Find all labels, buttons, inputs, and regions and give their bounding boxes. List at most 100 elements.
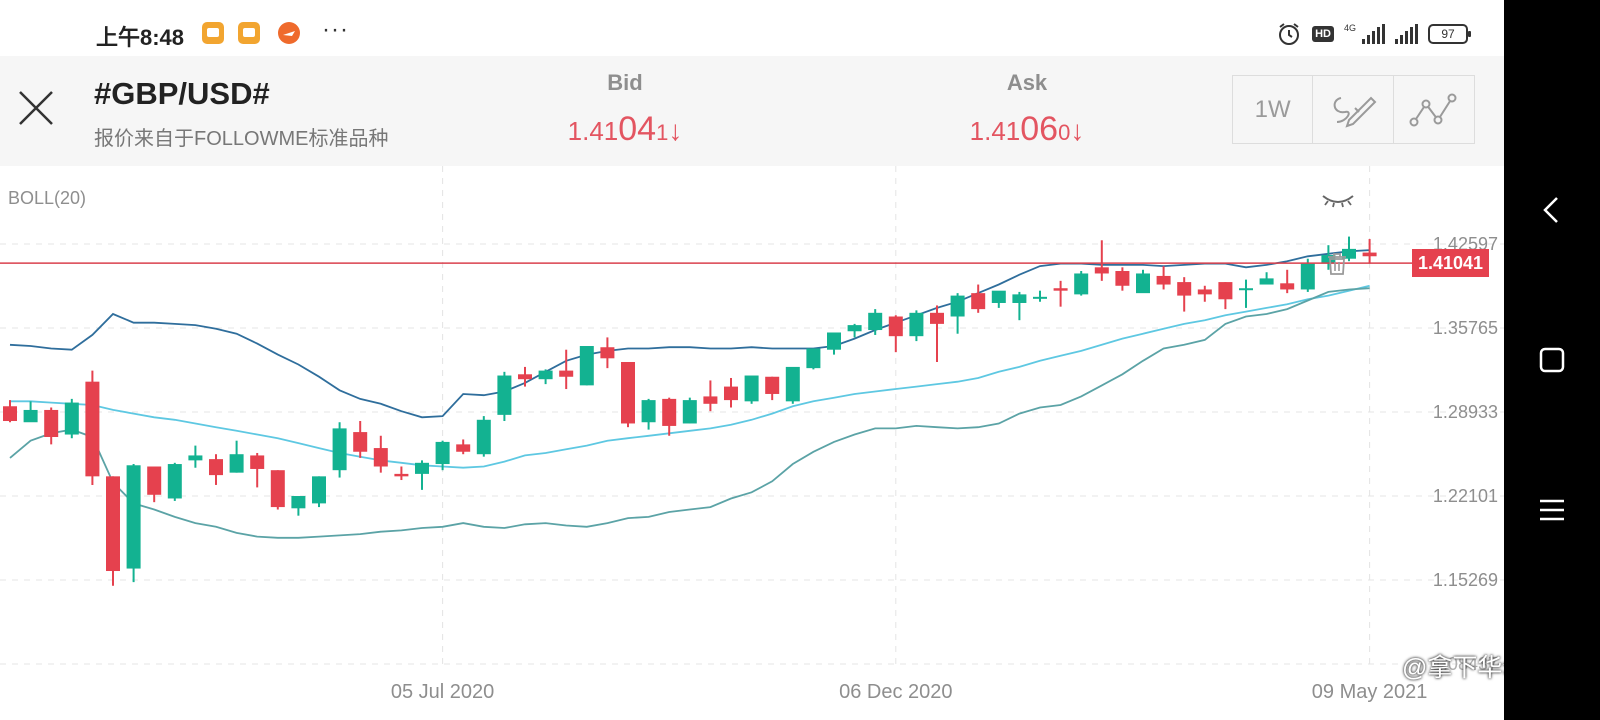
candle bbox=[991, 290, 1006, 308]
candle-body bbox=[1156, 275, 1171, 285]
candle bbox=[1156, 266, 1171, 290]
bid-fraction: 1 bbox=[656, 120, 669, 145]
candle bbox=[559, 349, 574, 390]
drawing-tool-button[interactable] bbox=[1313, 76, 1394, 143]
x-tick-label: 05 Jul 2020 bbox=[391, 681, 494, 703]
bid-prefix: 1.41 bbox=[567, 116, 619, 146]
candle bbox=[1033, 290, 1047, 302]
upper-band-line bbox=[9, 249, 1370, 419]
candle-body bbox=[1362, 252, 1377, 257]
candle-body bbox=[270, 470, 285, 508]
lower-band-line bbox=[9, 287, 1370, 539]
candle-body bbox=[909, 312, 924, 337]
candle bbox=[724, 377, 738, 408]
candle-body bbox=[724, 386, 738, 401]
candle bbox=[291, 496, 306, 516]
candle bbox=[1362, 239, 1377, 264]
home-icon[interactable] bbox=[1532, 340, 1572, 380]
candle-body bbox=[806, 348, 821, 369]
candle bbox=[126, 464, 141, 583]
system-icons: HD 4G 97 bbox=[1276, 20, 1471, 48]
menu-icon[interactable] bbox=[1532, 490, 1572, 530]
y-tick-label: 1.35765 bbox=[1433, 318, 1498, 338]
battery-icon: 97 bbox=[1428, 24, 1471, 44]
bid-pips: 04 bbox=[618, 110, 657, 148]
grid-lines bbox=[0, 166, 1504, 670]
candle-body bbox=[353, 432, 368, 452]
candle bbox=[106, 476, 120, 586]
candle bbox=[662, 397, 677, 436]
candle bbox=[64, 398, 79, 439]
candle-body bbox=[23, 409, 38, 423]
trash-icon[interactable] bbox=[1325, 252, 1349, 276]
candle-body bbox=[3, 406, 17, 422]
candle bbox=[23, 401, 38, 423]
candle-body bbox=[44, 409, 59, 437]
alarm-icon bbox=[1279, 23, 1300, 45]
price-chart[interactable]: 1.42597 1.35765 1.28933 1.22101 1.15269 1.084… bbox=[0, 166, 1552, 720]
candle-body bbox=[868, 312, 883, 331]
candle bbox=[785, 366, 800, 404]
candle bbox=[971, 284, 986, 313]
candle-body bbox=[538, 370, 553, 380]
ask-pips: 06 bbox=[1020, 110, 1059, 148]
candle-body bbox=[1094, 267, 1109, 274]
candle bbox=[744, 375, 759, 404]
quote-source: 报价来自于FOLLOWME标准品种 bbox=[94, 128, 389, 150]
candle-body bbox=[229, 454, 244, 473]
timeframe-button[interactable]: 1W bbox=[1233, 76, 1314, 143]
candle bbox=[1342, 236, 1356, 262]
y-tick-label: 1.15269 bbox=[1433, 570, 1498, 590]
candle-body bbox=[991, 290, 1006, 303]
indicator-button[interactable] bbox=[1394, 76, 1474, 143]
ask-panel: Ask 1.41060↓ bbox=[907, 70, 1147, 149]
candle-body bbox=[1280, 283, 1295, 290]
candle bbox=[353, 421, 368, 458]
signal-icon bbox=[1395, 24, 1418, 44]
candle bbox=[868, 309, 883, 335]
candle-body bbox=[188, 455, 203, 461]
more-notifications-icon: ··· bbox=[322, 16, 349, 43]
candle bbox=[600, 337, 615, 369]
candle-body bbox=[682, 400, 697, 424]
candle bbox=[1115, 267, 1130, 291]
candle bbox=[579, 346, 594, 386]
candle bbox=[1197, 285, 1212, 302]
back-icon[interactable] bbox=[1532, 190, 1572, 230]
chart-toolbar: 1W bbox=[1232, 75, 1475, 144]
candle-body bbox=[415, 462, 429, 474]
eye-closed-icon[interactable] bbox=[1320, 190, 1356, 210]
candle bbox=[435, 440, 450, 471]
candle bbox=[950, 293, 965, 334]
arrow-down-icon: ↓ bbox=[668, 115, 683, 146]
candle-body bbox=[765, 376, 780, 394]
candle bbox=[229, 440, 244, 473]
candle bbox=[703, 380, 718, 412]
candle-body bbox=[250, 455, 265, 469]
indicator-label[interactable]: BOLL(20) bbox=[8, 188, 87, 208]
navigation-bar bbox=[1504, 0, 1600, 720]
candle bbox=[497, 371, 512, 422]
y-tick-label: 1.08437 bbox=[1433, 654, 1498, 674]
candle-body bbox=[1300, 263, 1315, 290]
candle-body bbox=[1033, 296, 1047, 299]
candle bbox=[1239, 279, 1253, 308]
candle bbox=[888, 315, 903, 353]
candle bbox=[806, 348, 821, 370]
candle bbox=[394, 466, 409, 481]
candles bbox=[3, 236, 1377, 586]
candle-body bbox=[1342, 248, 1356, 259]
candle-body bbox=[600, 347, 615, 359]
candle-body bbox=[497, 375, 512, 415]
hd-voice-icon: HD bbox=[1312, 26, 1334, 42]
candle bbox=[85, 370, 100, 485]
pen-draw-icon bbox=[1333, 96, 1377, 128]
candle-body bbox=[1115, 271, 1130, 286]
ask-label: Ask bbox=[1006, 70, 1048, 95]
ask-price: 1.41060↓ bbox=[907, 110, 1147, 149]
middle-band-line bbox=[10, 284, 1370, 469]
candlestick-chart[interactable]: 1.42597 1.35765 1.28933 1.22101 1.15269 1.084… bbox=[0, 166, 1504, 720]
x-tick-label: 09 May 2021 bbox=[1312, 681, 1428, 703]
close-icon[interactable] bbox=[14, 86, 58, 130]
bollinger-bands bbox=[9, 249, 1370, 539]
